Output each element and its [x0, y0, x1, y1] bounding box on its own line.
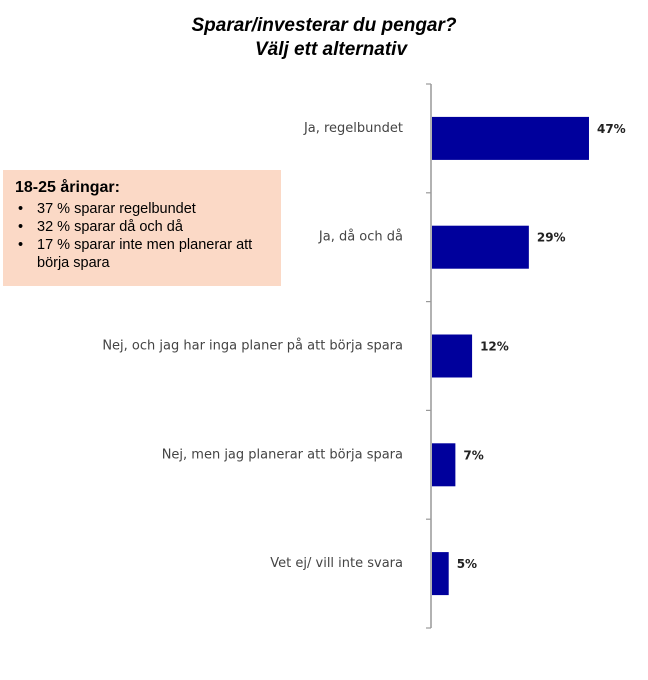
value-label: 5% [457, 557, 477, 571]
bar [432, 552, 449, 596]
category-label: Nej, men jag planerar att börja spara [162, 447, 403, 462]
chart-title-line-2: Välj ett alternativ [254, 39, 408, 60]
bar [432, 334, 473, 378]
callout-item: • 37 % sparar regelbundet [15, 200, 271, 218]
category-label: Nej, och jag har inga planer på att börj… [102, 339, 403, 354]
category-label: Ja, då och då [318, 230, 403, 245]
callout-item-text: 37 % sparar regelbundet [37, 201, 196, 217]
category-label: Vet ej/ vill inte svara [270, 556, 403, 571]
value-label: 29% [537, 231, 566, 245]
callout-item: • 32 % sparar då och då [15, 218, 271, 236]
bar [432, 116, 589, 160]
bullet-icon: • [18, 201, 24, 217]
bar [432, 225, 529, 269]
value-label: 12% [480, 340, 509, 354]
callout-item-text: 32 % sparar då och då [37, 219, 183, 235]
bar [432, 443, 456, 487]
bullet-icon: • [18, 237, 24, 253]
callout-heading: 18-25 åringar: [15, 179, 120, 196]
chart-title-line-1: Sparar/investerar du pengar? [191, 15, 457, 36]
callout-list: • 37 % sparar regelbundet • 32 % sparar då… [15, 200, 271, 272]
callout-item: • 17 % sparar inte men planerar att börja… [15, 236, 271, 272]
value-label: 47% [597, 122, 626, 136]
callout-item-text: 17 % sparar inte men planerar att börja … [37, 237, 253, 271]
age-group-callout: 18-25 åringar: • 37 % sparar regelbundet … [3, 170, 281, 286]
value-label: 7% [463, 448, 483, 462]
category-label: Ja, regelbundet [303, 121, 403, 136]
chart-title: Sparar/investerar du pengar? Välj ett al… [0, 14, 648, 62]
bullet-icon: • [18, 219, 24, 235]
